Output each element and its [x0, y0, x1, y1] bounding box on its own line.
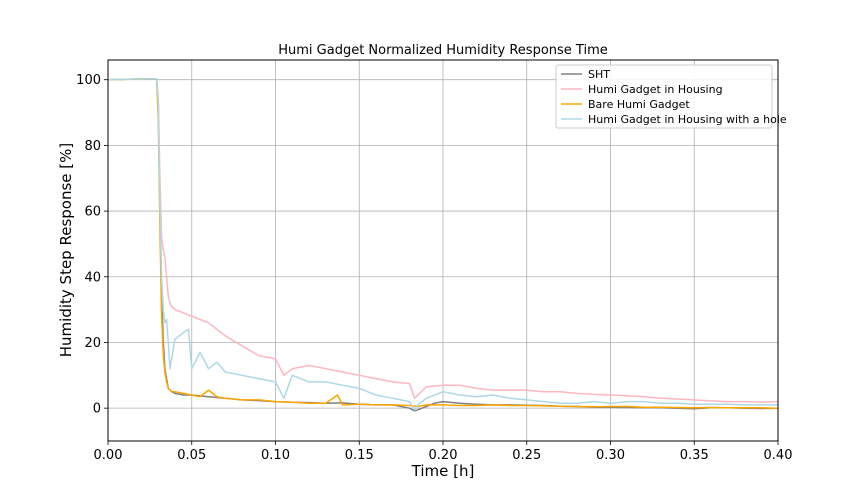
- y-tick-label: 20: [84, 336, 101, 351]
- legend: SHT Humi Gadget in Housing Bare Humi Gadge…: [555, 64, 787, 129]
- legend-box: [555, 64, 773, 129]
- legend-label: Humi Gadget in Housing: [588, 83, 723, 96]
- series-line-bare-humi-gadget: [107, 77, 779, 409]
- series-line-humi-gadget-in-housing: [107, 77, 779, 403]
- legend-label: SHT: [588, 68, 610, 81]
- y-tick-label: 40: [84, 270, 101, 285]
- legend-label: Humi Gadget in Housing with a hole: [588, 113, 787, 126]
- x-tick-label: 0.10: [261, 448, 290, 463]
- x-tick-label: 0.05: [177, 448, 206, 463]
- x-tick-label: 0.30: [596, 448, 625, 463]
- x-tick-label: 0.20: [429, 448, 458, 463]
- y-axis-label: Humidity Step Response [%]: [57, 143, 75, 357]
- axis-ticks: 0.00 0.05 0.10 0.15 0.20 0.25 0.30 0.35 0.40 0 20 4…: [76, 73, 792, 463]
- x-tick-label: 0.40: [764, 448, 793, 463]
- chart-title: Humi Gadget Normalized Humidity Response…: [278, 43, 608, 58]
- series-line-humi-gadget-in-housing-with-a-hole: [107, 77, 778, 411]
- x-tick-label: 0.25: [512, 448, 541, 463]
- y-tick-label: 100: [76, 73, 101, 88]
- x-axis-label: Time [h]: [411, 462, 475, 480]
- x-tick-label: 0.35: [680, 448, 709, 463]
- y-tick-label: 80: [84, 139, 101, 154]
- y-tick-label: 60: [84, 205, 101, 220]
- x-tick-label: 0.15: [345, 448, 374, 463]
- plot-series: [107, 77, 779, 412]
- legend-label: Bare Humi Gadget: [588, 98, 690, 111]
- x-tick-label: 0.00: [94, 448, 123, 463]
- y-tick-label: 0: [93, 402, 101, 417]
